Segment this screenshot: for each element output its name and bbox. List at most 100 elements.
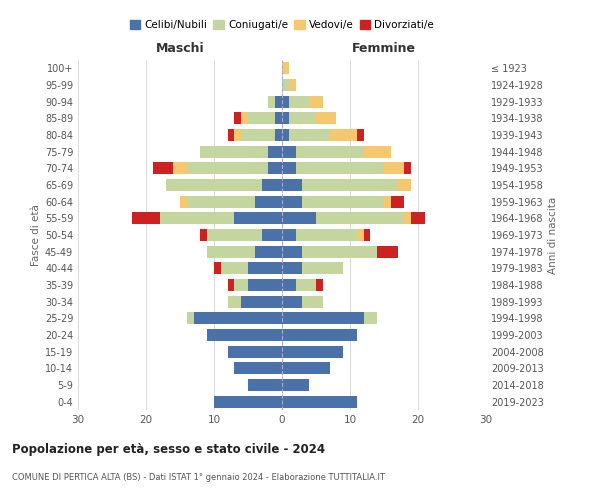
- Bar: [309, 96, 323, 108]
- Bar: [214, 396, 282, 407]
- Bar: [282, 246, 302, 258]
- Bar: [235, 279, 248, 291]
- Bar: [173, 162, 187, 174]
- Bar: [282, 179, 302, 191]
- Bar: [282, 112, 289, 124]
- Bar: [214, 262, 221, 274]
- Legend: Celibi/Nubili, Coniugati/e, Vedovi/e, Divorziati/e: Celibi/Nubili, Coniugati/e, Vedovi/e, Di…: [125, 16, 439, 34]
- Bar: [282, 396, 357, 407]
- Bar: [248, 112, 275, 124]
- Bar: [289, 112, 316, 124]
- Bar: [207, 246, 255, 258]
- Bar: [275, 112, 282, 124]
- Bar: [282, 162, 296, 174]
- Bar: [248, 379, 282, 391]
- Bar: [268, 146, 282, 158]
- Bar: [268, 162, 282, 174]
- Bar: [282, 212, 316, 224]
- Bar: [302, 262, 343, 274]
- Bar: [296, 279, 316, 291]
- Text: Femmine: Femmine: [352, 42, 416, 55]
- Bar: [248, 279, 282, 291]
- Y-axis label: Anni di nascita: Anni di nascita: [548, 196, 558, 274]
- Bar: [248, 262, 282, 274]
- Bar: [166, 179, 262, 191]
- Bar: [133, 212, 160, 224]
- Bar: [255, 246, 282, 258]
- Bar: [268, 96, 275, 108]
- Bar: [282, 79, 289, 91]
- Bar: [235, 362, 282, 374]
- Bar: [289, 96, 309, 108]
- Bar: [235, 212, 282, 224]
- Bar: [302, 296, 323, 308]
- Bar: [200, 146, 268, 158]
- Bar: [329, 129, 357, 141]
- Bar: [235, 112, 241, 124]
- Bar: [262, 179, 282, 191]
- Bar: [302, 196, 384, 207]
- Bar: [187, 312, 194, 324]
- Bar: [282, 346, 343, 358]
- Bar: [384, 196, 391, 207]
- Bar: [316, 279, 323, 291]
- Bar: [282, 229, 296, 241]
- Bar: [207, 329, 282, 341]
- Bar: [282, 96, 289, 108]
- Bar: [187, 162, 268, 174]
- Bar: [282, 329, 357, 341]
- Bar: [282, 62, 289, 74]
- Bar: [282, 362, 329, 374]
- Bar: [296, 146, 364, 158]
- Bar: [316, 112, 337, 124]
- Bar: [282, 146, 296, 158]
- Bar: [241, 112, 248, 124]
- Bar: [404, 162, 411, 174]
- Bar: [160, 212, 235, 224]
- Bar: [153, 162, 173, 174]
- Bar: [302, 246, 377, 258]
- Bar: [404, 212, 411, 224]
- Bar: [227, 296, 241, 308]
- Bar: [255, 196, 282, 207]
- Bar: [296, 162, 384, 174]
- Bar: [221, 262, 248, 274]
- Text: Popolazione per età, sesso e stato civile - 2024: Popolazione per età, sesso e stato civil…: [12, 442, 325, 456]
- Bar: [241, 296, 282, 308]
- Bar: [282, 379, 309, 391]
- Bar: [282, 262, 302, 274]
- Bar: [411, 212, 425, 224]
- Bar: [316, 212, 404, 224]
- Bar: [180, 196, 187, 207]
- Bar: [364, 312, 377, 324]
- Bar: [282, 279, 296, 291]
- Bar: [289, 129, 329, 141]
- Bar: [302, 179, 398, 191]
- Bar: [364, 229, 370, 241]
- Bar: [357, 229, 364, 241]
- Bar: [227, 279, 235, 291]
- Bar: [282, 196, 302, 207]
- Text: Maschi: Maschi: [155, 42, 205, 55]
- Bar: [187, 196, 255, 207]
- Text: COMUNE DI PERTICA ALTA (BS) - Dati ISTAT 1° gennaio 2024 - Elaborazione TUTTITAL: COMUNE DI PERTICA ALTA (BS) - Dati ISTAT…: [12, 472, 385, 482]
- Bar: [235, 129, 241, 141]
- Bar: [282, 296, 302, 308]
- Bar: [207, 229, 262, 241]
- Y-axis label: Fasce di età: Fasce di età: [31, 204, 41, 266]
- Bar: [282, 129, 289, 141]
- Bar: [227, 346, 282, 358]
- Bar: [275, 129, 282, 141]
- Bar: [275, 96, 282, 108]
- Bar: [200, 229, 207, 241]
- Bar: [262, 229, 282, 241]
- Bar: [241, 129, 275, 141]
- Bar: [398, 179, 411, 191]
- Bar: [282, 312, 364, 324]
- Bar: [194, 312, 282, 324]
- Bar: [357, 129, 364, 141]
- Bar: [289, 79, 296, 91]
- Bar: [377, 246, 398, 258]
- Bar: [364, 146, 391, 158]
- Bar: [296, 229, 357, 241]
